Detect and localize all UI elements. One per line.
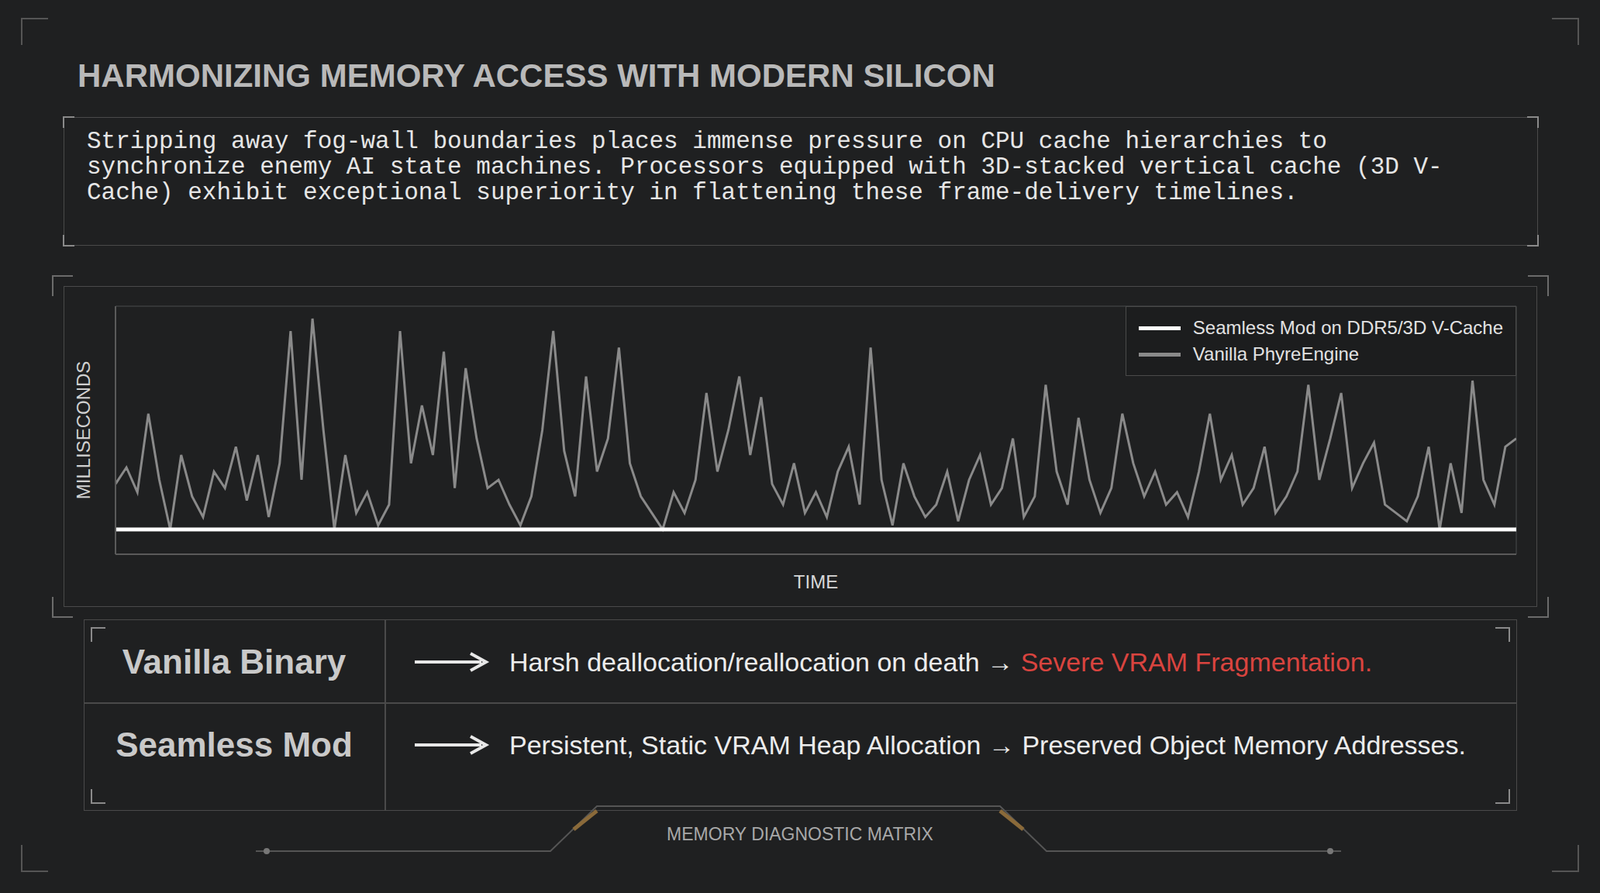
svg-text:TIME: TIME [793, 571, 838, 593]
html-text:HARMONIZING MEMORY ACCESS WITH: HARMONIZING MEMORY ACCESS WITH MODERN SI… [77, 57, 996, 94]
html-text:Vanilla PhyreEngine: Vanilla PhyreEngine [1192, 343, 1360, 365]
svg-text:MILLISECONDS: MILLISECONDS [72, 361, 94, 500]
html-text:Stripping away fog-wall bounda: Stripping away fog-wall boundaries place… [86, 127, 1443, 207]
html-text:MEMORY DIAGNOSTIC MATRIX: MEMORY DIAGNOSTIC MATRIX [666, 824, 934, 845]
html-text:Persistent, Static VRAM Heap A: Persistent, Static VRAM Heap Allocation … [509, 730, 1466, 760]
html-text:Seamless Mod: Seamless Mod [115, 725, 353, 764]
html-text:Seamless Mod on DDR5/3D V-Cach: Seamless Mod on DDR5/3D V-Cache [1192, 317, 1504, 338]
html-text:Harsh deallocation/reallocatio: Harsh deallocation/reallocation on death… [509, 647, 1373, 677]
html-text:Vanilla Binary: Vanilla Binary [122, 642, 346, 681]
